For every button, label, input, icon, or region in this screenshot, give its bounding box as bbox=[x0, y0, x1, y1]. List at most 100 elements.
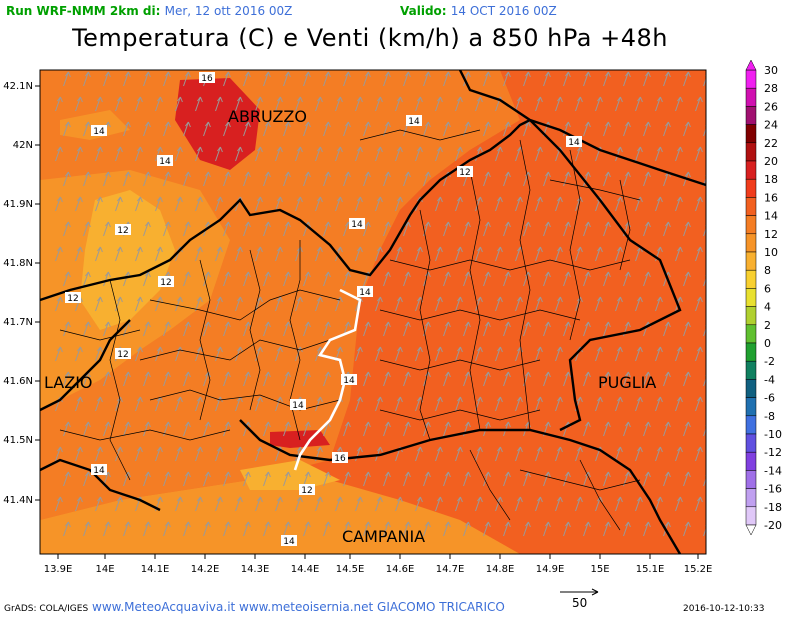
wind-arrow-head bbox=[585, 421, 591, 428]
wind-arrow bbox=[323, 271, 329, 287]
colorbar-bottom-cap bbox=[745, 524, 757, 536]
wind-arrow bbox=[603, 221, 609, 237]
wind-arrow bbox=[675, 346, 681, 362]
wind-arrow-head bbox=[657, 196, 663, 203]
wind-arrow bbox=[423, 171, 429, 187]
contour-label-bg bbox=[91, 125, 107, 136]
wind-arrow bbox=[395, 396, 401, 412]
wind-arrow bbox=[95, 296, 101, 312]
credits-urls[interactable]: www.MeteoAcquaviva.it www.meteoisernia.n… bbox=[92, 600, 374, 614]
wind-arrow bbox=[635, 496, 641, 512]
wind-arrow-head bbox=[117, 96, 123, 103]
wind-arrow-head bbox=[617, 396, 623, 403]
wind-arrow-head bbox=[225, 121, 231, 128]
wind-arrow-head bbox=[265, 171, 271, 178]
wind-arrow bbox=[635, 96, 641, 112]
wind-arrow-head bbox=[557, 296, 563, 303]
region-label-campania: CAMPANIA bbox=[342, 527, 425, 546]
wind-arrow-head bbox=[185, 271, 191, 278]
wind-arrow-head bbox=[205, 271, 211, 278]
wind-arrow-head bbox=[445, 71, 451, 78]
wind-arrow bbox=[95, 196, 101, 212]
wind-arrow bbox=[655, 196, 661, 212]
wind-arrow-head bbox=[545, 71, 551, 78]
wind-arrow bbox=[223, 521, 229, 537]
y-tick-label: 42.1N bbox=[3, 81, 33, 92]
wind-arrow bbox=[643, 421, 649, 437]
wind-arrow bbox=[455, 96, 461, 112]
wind-arrow-head bbox=[577, 246, 583, 253]
wind-arrow bbox=[103, 171, 109, 187]
wind-arrow-head bbox=[85, 521, 91, 528]
wind-arrow bbox=[55, 246, 61, 262]
wind-arrow-head bbox=[265, 221, 271, 228]
x-tick-label: 14.4E bbox=[291, 564, 320, 575]
wind-arrow-head bbox=[457, 496, 463, 503]
wind-arrow-head bbox=[117, 196, 123, 203]
wind-arrow bbox=[543, 221, 549, 237]
wind-arrow bbox=[303, 521, 309, 537]
wind-arrow bbox=[635, 196, 641, 212]
wind-arrow bbox=[415, 496, 421, 512]
wind-arrow bbox=[483, 271, 489, 287]
wind-arrow-head bbox=[657, 446, 663, 453]
wind-arrow bbox=[255, 346, 261, 362]
colorbar-label: 30 bbox=[764, 64, 778, 77]
wind-arrow-head bbox=[385, 171, 391, 178]
contour-labels: 16 14 14 14 14 12 14 12 12 14 12 12 14 14 16 14 12 14 bbox=[65, 72, 582, 547]
contour-label: 14 bbox=[159, 157, 171, 167]
region-label-puglia: PUGLIA bbox=[598, 373, 656, 392]
wind-arrow bbox=[75, 96, 81, 112]
wind-arrow bbox=[555, 196, 561, 212]
wind-arrow-head bbox=[537, 246, 543, 253]
wind-arrow-head bbox=[305, 421, 311, 428]
wind-arrow bbox=[143, 171, 149, 187]
wind-arrow bbox=[95, 346, 101, 362]
wind-arrow bbox=[695, 146, 701, 162]
wind-arrow-head bbox=[637, 196, 643, 203]
wind-arrow bbox=[643, 371, 649, 387]
wind-arrow bbox=[663, 321, 669, 337]
temp-band-10 bbox=[80, 190, 175, 330]
wind-arrow bbox=[523, 71, 529, 87]
wind-arrow bbox=[63, 271, 69, 287]
wind-arrow-head bbox=[305, 471, 311, 478]
wind-arrow bbox=[635, 146, 641, 162]
wind-arrow-head bbox=[285, 221, 291, 228]
colorbar-label: -4 bbox=[764, 373, 775, 386]
wind-arrow-head bbox=[685, 171, 691, 178]
wind-arrow bbox=[383, 371, 389, 387]
wind-arrow-head bbox=[65, 321, 71, 328]
wind-arrow-head bbox=[197, 346, 203, 353]
wind-arrow bbox=[455, 346, 461, 362]
wind-arrow-head bbox=[557, 246, 563, 253]
wind-arrow-head bbox=[77, 446, 83, 453]
wind-arrow-head bbox=[405, 171, 411, 178]
wind-arrow-head bbox=[285, 71, 291, 78]
wind-arrow bbox=[183, 221, 189, 237]
wind-arrow bbox=[623, 371, 629, 387]
wind-arrow bbox=[163, 521, 169, 537]
wind-arrow-head bbox=[65, 121, 71, 128]
wind-arrow-head bbox=[677, 496, 683, 503]
wind-arrow-head bbox=[325, 321, 331, 328]
wind-arrow bbox=[383, 421, 389, 437]
wind-arrow bbox=[203, 321, 209, 337]
wind-arrow bbox=[75, 446, 81, 462]
wind-arrow-head bbox=[277, 346, 283, 353]
colorbar-swatch bbox=[745, 324, 757, 344]
wind-arrow bbox=[615, 346, 621, 362]
wind-arrow-head bbox=[585, 71, 591, 78]
colorbar-swatch bbox=[745, 342, 757, 362]
wind-arrow-head bbox=[177, 496, 183, 503]
wind-arrow-head bbox=[85, 171, 91, 178]
wind-arrow-head bbox=[457, 246, 463, 253]
wind-arrow bbox=[283, 221, 289, 237]
wind-arrow-head bbox=[537, 496, 543, 503]
wind-arrow bbox=[215, 496, 221, 512]
wind-arrow-head bbox=[565, 271, 571, 278]
wind-arrow-head bbox=[585, 221, 591, 228]
wind-arrow-head bbox=[505, 121, 511, 128]
wind-arrow-head bbox=[617, 196, 623, 203]
wind-arrow-head bbox=[85, 121, 91, 128]
